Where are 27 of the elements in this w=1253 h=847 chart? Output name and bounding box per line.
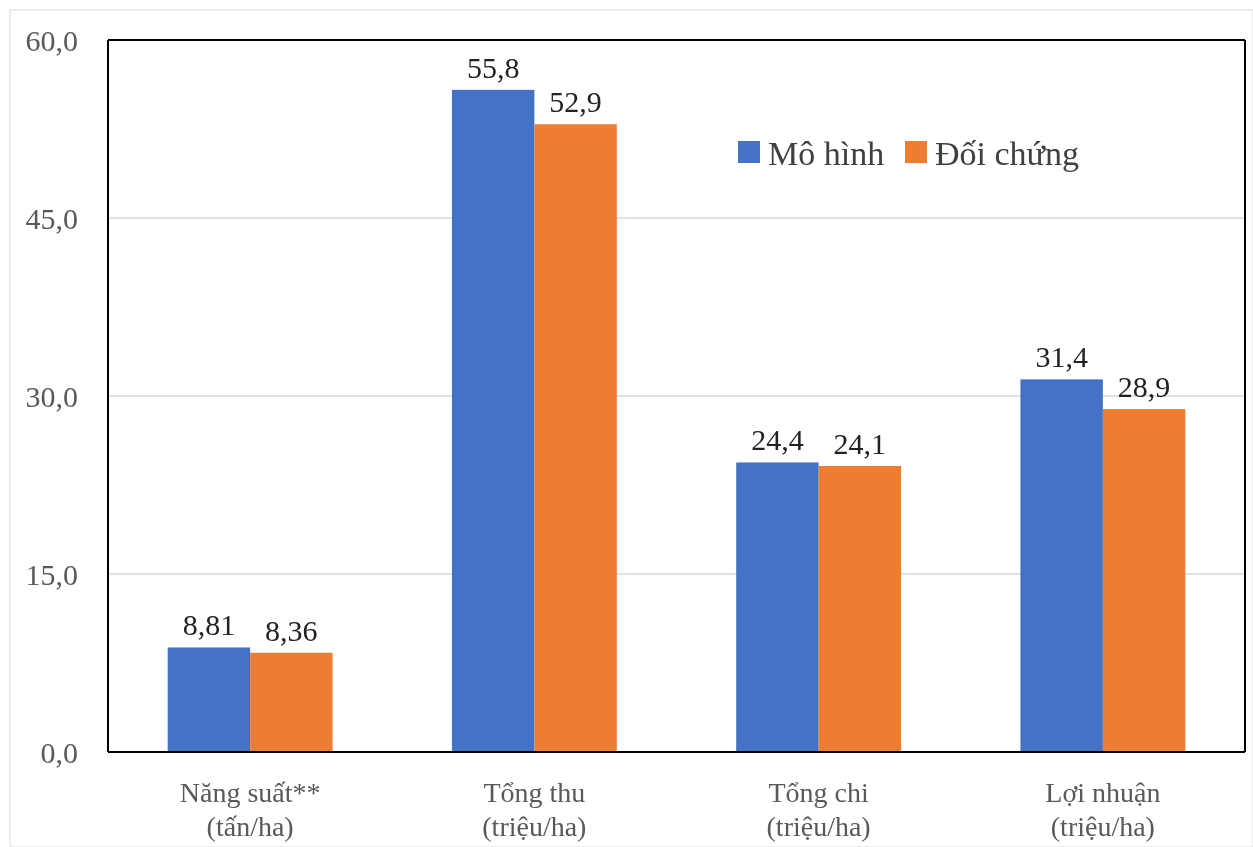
legend-label: Mô hình [768, 134, 885, 172]
bar [451, 89, 535, 752]
x-tick-label: Năng suất** (tấn/ha) [179, 777, 321, 842]
data-label: 24,4 [751, 423, 804, 457]
y-tick-label: 30,0 [25, 379, 78, 413]
x-tick-label: Tổng thu (triệu/ha) [482, 777, 587, 842]
x-tick-label: Tổng chi (triệu/ha) [766, 777, 871, 842]
bar [534, 124, 617, 752]
data-label: 31,4 [1035, 340, 1088, 374]
x-tick-label: Lợi nhuận (triệu/ha) [1045, 777, 1161, 842]
bar [167, 647, 251, 752]
data-label: 24,1 [833, 427, 887, 461]
bar [736, 462, 819, 752]
data-label: 8,36 [265, 613, 318, 647]
y-tick-label: 15,0 [25, 557, 78, 591]
y-tick-label: 0,0 [40, 735, 78, 769]
data-label: 52,9 [549, 85, 602, 119]
bar [1020, 379, 1103, 752]
legend-label: Đối chứng [935, 134, 1080, 172]
bar [250, 652, 333, 752]
bar [818, 466, 902, 752]
data-label: 55,8 [466, 50, 520, 84]
data-label: 8,81 [182, 608, 236, 642]
data-label: 28,9 [1117, 370, 1171, 404]
bar [1102, 409, 1186, 752]
y-tick-label: 45,0 [25, 201, 78, 235]
y-tick-label: 60,0 [25, 23, 78, 57]
